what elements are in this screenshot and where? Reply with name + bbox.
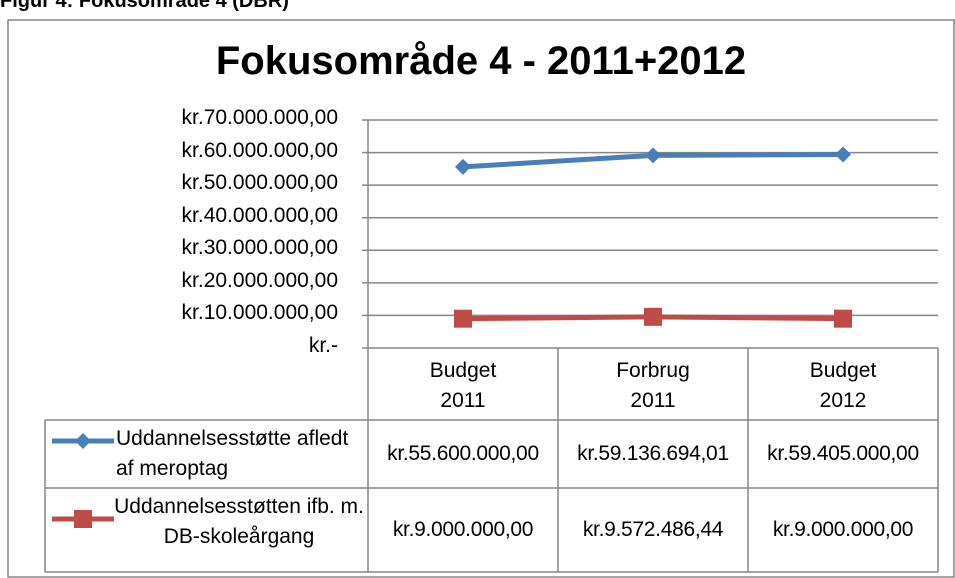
data-point: [645, 147, 661, 164]
legend-marker: [75, 433, 91, 449]
y-tick-label: kr.70.000.000,00: [181, 106, 338, 129]
table-value: kr.9.000.000,00: [392, 518, 534, 541]
data-point: [454, 309, 472, 328]
y-tick-label: kr.40.000.000,00: [181, 203, 338, 227]
data-point: [834, 309, 852, 328]
table-value: kr.59.136.694,01: [577, 442, 729, 465]
x-tick-label: Forbrug 2011: [616, 359, 690, 412]
y-tick-label: kr.20.000.000,00: [181, 268, 338, 292]
y-tick-label: kr.50.000.000,00: [181, 171, 338, 195]
data-point: [455, 158, 471, 175]
y-tick-label: kr.-: [308, 334, 338, 357]
figure-caption: Figur 4: Fokusområde 4 (DBR): [0, 0, 289, 12]
chart-title: Fokusområde 4 - 2011+2012: [215, 39, 747, 83]
table-value: kr.9.000.000,00: [772, 518, 914, 541]
legend-label: Uddannelsesstøtte afledt af meroptag: [116, 427, 349, 480]
x-tick-label: Budget 2012: [809, 359, 877, 412]
x-tick-label: Budget 2011: [429, 359, 497, 412]
y-tick-label: kr.30.000.000,00: [181, 236, 338, 260]
y-tick-label: kr.60.000.000,00: [181, 138, 338, 162]
chart-frame: [7, 19, 955, 578]
data-point: [644, 307, 662, 326]
table-value: kr.9.572.486,44: [582, 518, 724, 541]
data-point: [835, 146, 851, 163]
y-tick-label: kr.10.000.000,00: [181, 301, 338, 325]
table-value: kr.55.600.000,00: [387, 442, 539, 465]
table-value: kr.59.405.000,00: [767, 442, 919, 465]
legend-label: Uddannelsesstøtten ifb. m. DB-skoleårgan…: [114, 495, 364, 548]
legend-marker: [74, 510, 92, 528]
